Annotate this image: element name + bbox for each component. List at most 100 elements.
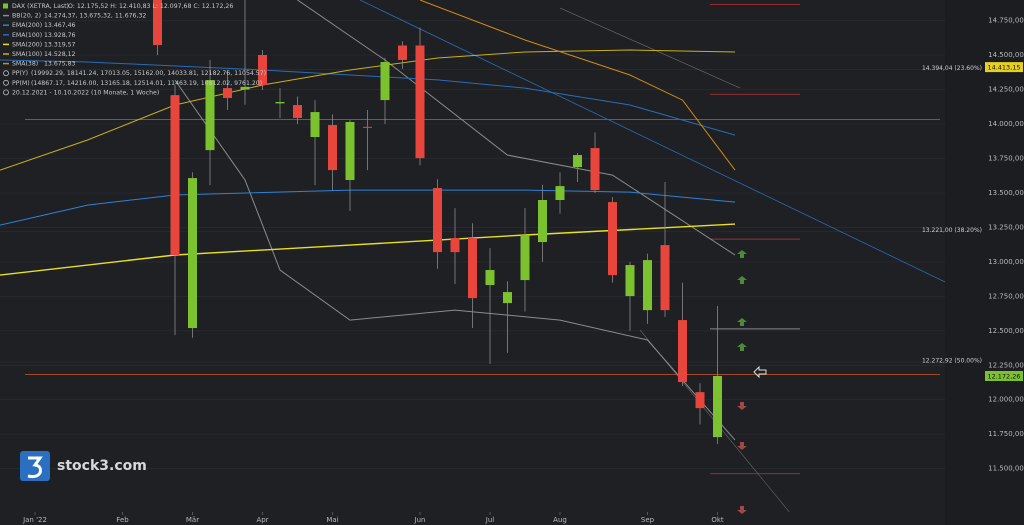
x-tick-label: Aug: [553, 516, 567, 524]
down-arrow: [737, 442, 747, 450]
legend-icon: [3, 89, 9, 96]
candle-body: [153, 0, 162, 46]
current-arrow: [753, 365, 767, 379]
watermark-text: stock3.com: [57, 458, 147, 474]
candle-body: [380, 62, 390, 101]
legend-name: SMA(200): [12, 41, 42, 48]
x-tick-label: Mai: [326, 516, 338, 524]
y-tick-label: 13.500,00: [988, 189, 1024, 197]
indicator-line: [0, 223, 736, 276]
indicator-line: [0, 59, 736, 136]
candle-body: [450, 238, 460, 253]
candle-body: [170, 95, 180, 255]
fib-label: 12.272,92 (50.00%): [922, 358, 982, 365]
candle-body: [678, 320, 687, 383]
y-tick-label: 13.000,00: [988, 258, 1024, 266]
y-tick-label: 12.500,00: [988, 327, 1024, 335]
y-tick-label: 11.500,00: [988, 465, 1024, 473]
legend-value: 14.528,12: [44, 51, 76, 58]
candle-body: [188, 178, 197, 329]
x-tick-label: Jun: [414, 516, 426, 524]
legend-name: SMA(100): [12, 51, 42, 58]
candle-body: [415, 45, 425, 159]
y-tick-label: 14.750,00: [988, 17, 1024, 25]
y-tick-label: 14.000,00: [988, 120, 1024, 128]
y-tick-label: 12.250,00: [988, 361, 1024, 369]
legend-icon: [3, 70, 9, 77]
x-tick-label: Feb: [116, 516, 129, 524]
legend-name: BB(20, 2): [12, 13, 41, 20]
legend-name: PP(M): [12, 80, 30, 87]
logo-mark: [27, 456, 43, 479]
price-tag-label: 14.413,15: [987, 64, 1020, 72]
y-tick-label: 12.000,00: [988, 396, 1024, 404]
grid: [0, 4, 945, 475]
instrument: DAX (XETRA, Last): [12, 3, 69, 10]
down-arrow: [737, 506, 747, 514]
candle-body: [293, 105, 302, 118]
x-tick-label: Mär: [186, 516, 199, 524]
x-tick-label: Jan '22: [22, 516, 47, 524]
candle-body: [625, 265, 635, 297]
up-arrow: [737, 250, 747, 258]
candle-body: [240, 86, 250, 90]
down-arrow: [737, 402, 747, 410]
candle-body: [485, 270, 495, 286]
x-tick-label: Okt: [711, 516, 724, 524]
y-tick-label: 13.750,00: [988, 155, 1024, 163]
candles: [153, 0, 722, 444]
price-axis-panel: [945, 0, 1024, 525]
fib-label: 13.221,00 (38.20%): [922, 227, 982, 234]
price-tag: [985, 62, 1023, 73]
axes: 11.500,00 11.750,00 12.000,00 12.250,00 12.5…: [22, 17, 1024, 524]
x-tick-label: Apr: [256, 516, 268, 524]
legend-value: (14867.17, 14216.00, 13165.18, 12514.01,…: [31, 80, 262, 87]
y-tick-label: 14.250,00: [988, 86, 1024, 94]
y-tick-label: 14.500,00: [988, 51, 1024, 59]
legend-name: SMA(38): [12, 61, 38, 68]
candle-body: [398, 45, 407, 60]
date-range: 20.12.2021 - 10.10.2022 (10 Monate, 1 Wo…: [12, 89, 159, 96]
y-tick-label: 11.750,00: [988, 430, 1024, 438]
x-tick-label: Jul: [485, 516, 495, 524]
legend-value: 13.928,76: [44, 32, 76, 39]
x-tick-label: Sep: [641, 516, 655, 524]
legend-value: 14.274,37, 13.675,32, 11.676,32: [44, 13, 146, 20]
y-tick-label: 13.250,00: [988, 223, 1024, 231]
legend-name: PP(Y): [12, 70, 28, 77]
candle-body: [310, 112, 320, 138]
legend-value: 13.675,83: [44, 61, 76, 68]
candle-body: [695, 392, 705, 409]
candle-body: [345, 121, 355, 181]
legend-icon: [3, 79, 9, 86]
candle-body: [503, 292, 512, 304]
candle-body: [520, 235, 530, 281]
candle-body: [468, 238, 477, 299]
candle-body: [205, 80, 215, 151]
legend-icon: [3, 3, 8, 9]
candle-body: [328, 125, 337, 171]
candle-body: [713, 375, 722, 438]
legend: DAX (XETRA, Last) O: 12.175,52 H: 12.410,…: [3, 3, 266, 96]
up-arrow: [737, 276, 747, 284]
fib-label: 14.394,04 (23.60%): [922, 65, 982, 72]
candle-body: [363, 126, 372, 128]
ohlc: O: 12.175,52 H: 12.410,83 L: 12.097,68 C…: [68, 3, 233, 10]
candle-body: [608, 202, 617, 276]
candle-body: [590, 148, 600, 191]
price-tag: [985, 370, 1023, 381]
candle-body: [660, 245, 670, 311]
candle-body: [433, 188, 442, 253]
trend-line: [559, 7, 741, 89]
legend-value: (19992.29, 18141.24, 17013.05, 15162.00,…: [31, 70, 266, 77]
candle-body: [258, 54, 267, 86]
candle-body: [538, 200, 547, 243]
y-tick-label: 12.750,00: [988, 292, 1024, 300]
legend-name: EMA(100): [12, 32, 42, 39]
candle-body: [643, 260, 652, 311]
legend-value: 13.467,46: [44, 22, 76, 29]
trend-line: [359, 0, 945, 283]
signal-arrows: [737, 250, 767, 514]
watermark: stock3.com: [20, 451, 147, 481]
indicator-line: [0, 49, 736, 171]
